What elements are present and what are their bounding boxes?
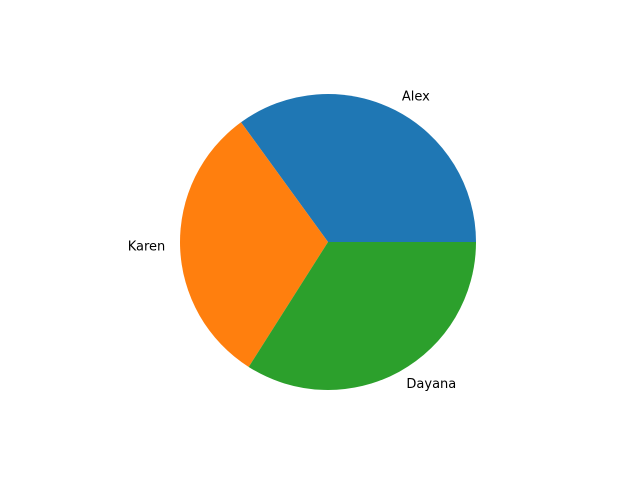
pie-slices <box>180 94 476 390</box>
pie-labels: Alex Karen Dayana <box>128 89 457 392</box>
pie-label-alex: Alex <box>402 89 430 104</box>
pie-slice-karen <box>180 122 328 367</box>
pie-slice-dayana <box>248 242 476 390</box>
pie-slice-alex <box>241 94 476 243</box>
pie-label-dayana: Dayana <box>406 377 456 392</box>
pie-label-karen: Karen <box>128 240 166 255</box>
